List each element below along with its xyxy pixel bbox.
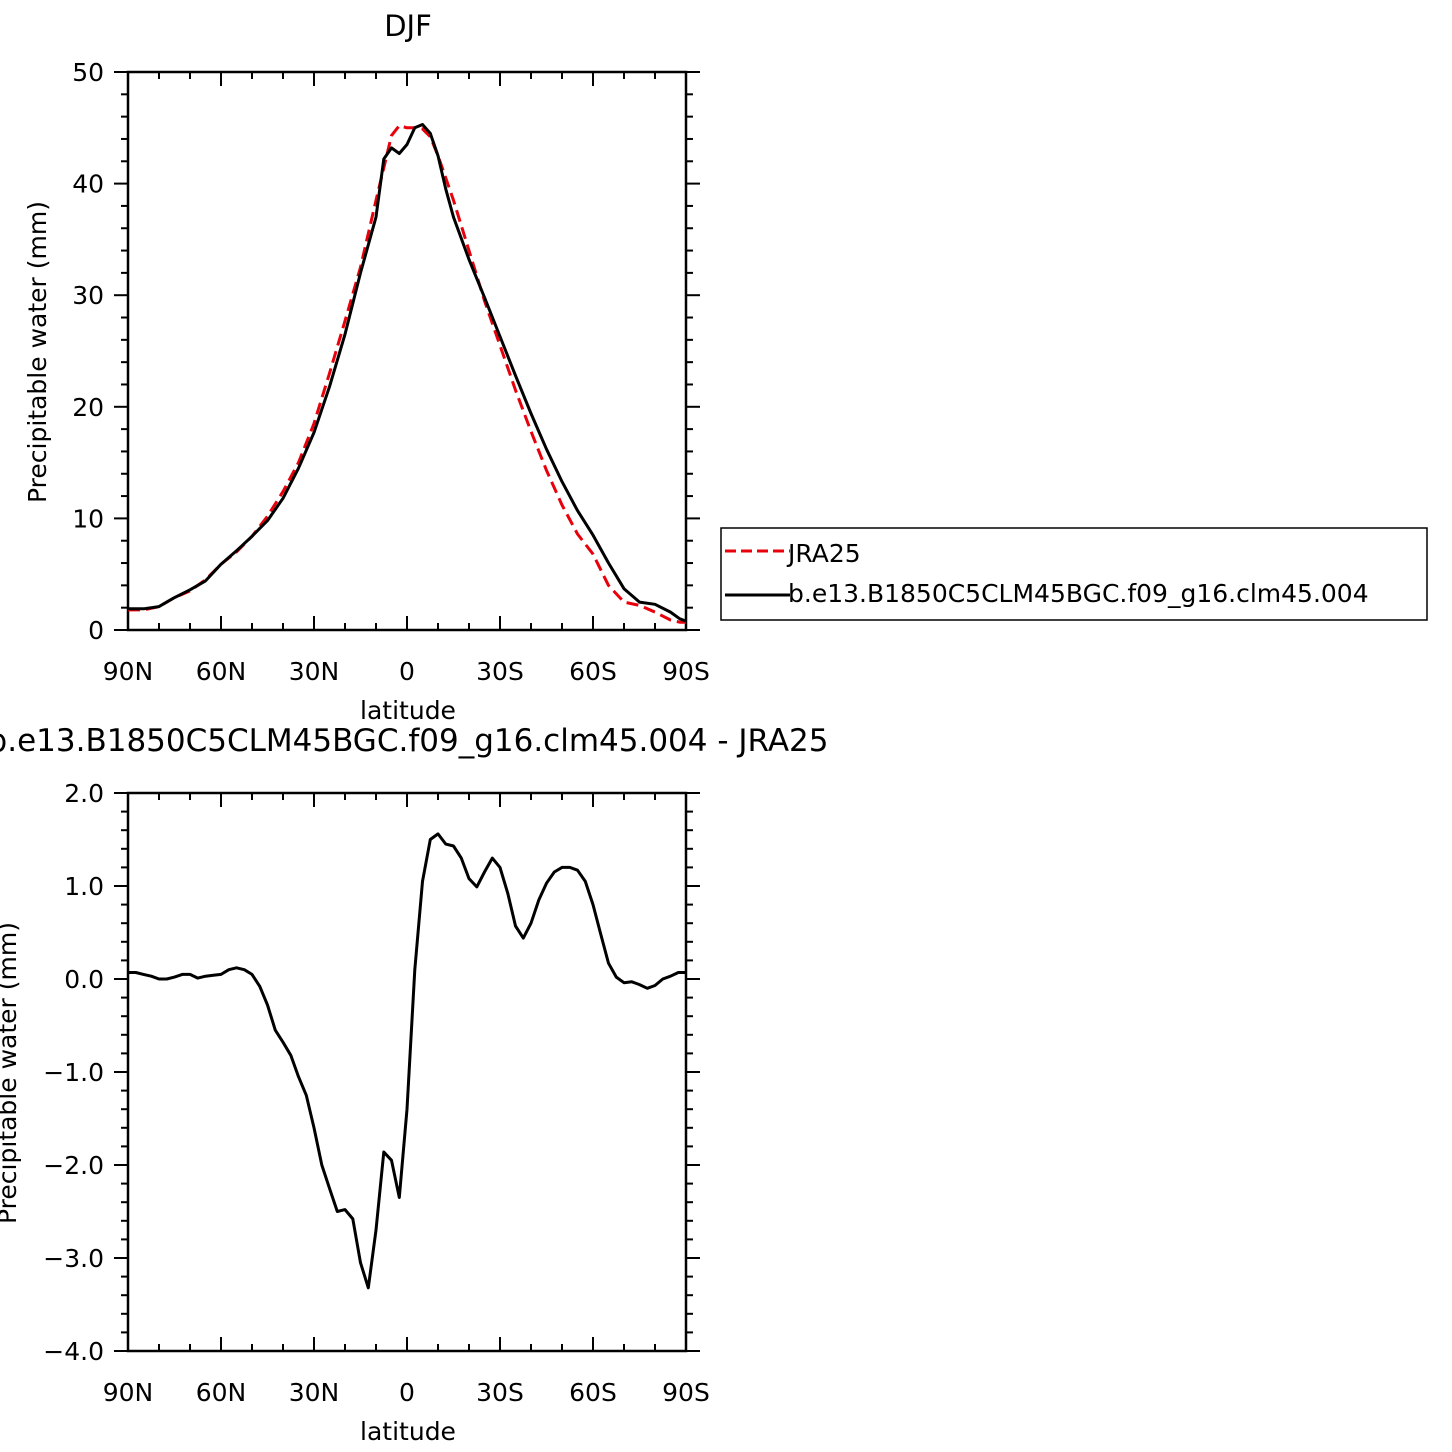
- legend-label-jra25: JRA25: [786, 539, 861, 568]
- legend: JRA25 b.e13.B1850C5CLM45BGC.f09_g16.clm4…: [720, 527, 1428, 621]
- bottom-y-tick-label: −1.0: [43, 1058, 104, 1087]
- bottom-y-tick-label: 0.0: [64, 965, 104, 994]
- top-ticks: [114, 71, 700, 631]
- top-x-axis-label: latitude: [360, 696, 456, 725]
- legend-box: [720, 527, 1428, 621]
- bottom-x-tick-label: 60N: [196, 1378, 247, 1407]
- bottom-x-tick-label: 60S: [569, 1378, 617, 1407]
- top-x-tick-label: 60S: [569, 657, 617, 686]
- bottom-y-tick-label: 2.0: [64, 779, 104, 808]
- top-x-tick-label: 90S: [662, 657, 710, 686]
- bottom-title: b.e13.B1850C5CLM45BGC.f09_g16.clm45.004 …: [0, 723, 828, 759]
- bottom-x-tick-label: 90S: [662, 1378, 710, 1407]
- bottom-x-tick-labels: 90N 60N 30N 0 30S 60S 90S: [103, 1378, 710, 1407]
- top-y-tick-label: 30: [72, 281, 104, 310]
- bottom-x-tick-label: 30N: [289, 1378, 340, 1407]
- top-x-tick-labels: 90N 60N 30N 0 30S 60S 90S: [103, 657, 710, 686]
- bottom-y-tick-labels: −4.0 −3.0 −2.0 −1.0 0.0 1.0 2.0: [43, 779, 104, 1366]
- top-series-line-0: [128, 124, 686, 624]
- bottom-y-tick-label: 1.0: [64, 872, 104, 901]
- top-x-tick-label: 90N: [103, 657, 154, 686]
- bottom-series-line-0: [128, 832, 686, 1290]
- top-series-line-1: [128, 123, 687, 623]
- top-x-tick-label: 60N: [196, 657, 247, 686]
- top-y-tick-labels: 0 10 20 30 40 50: [72, 58, 104, 645]
- bottom-y-axis-label: Precipitable water (mm): [0, 922, 22, 1224]
- bottom-y-tick-label: −3.0: [43, 1244, 104, 1273]
- top-x-tick-label: 0: [399, 657, 415, 686]
- top-y-axis-label: Precipitable water (mm): [23, 201, 52, 503]
- bottom-x-tick-label: 30S: [476, 1378, 524, 1407]
- top-y-tick-label: 20: [72, 393, 104, 422]
- top-y-tick-label: 10: [72, 504, 104, 533]
- top-plot-frame: [126, 70, 688, 632]
- bottom-x-tick-label: 0: [399, 1378, 415, 1407]
- bottom-ticks: [114, 792, 700, 1352]
- top-x-tick-label: 30S: [476, 657, 524, 686]
- bottom-series-layer: [128, 832, 686, 1290]
- bottom-y-tick-label: −4.0: [43, 1337, 104, 1366]
- legend-label-model: b.e13.B1850C5CLM45BGC.f09_g16.clm45.004: [788, 579, 1369, 608]
- bottom-x-tick-label: 90N: [103, 1378, 154, 1407]
- bottom-plot-frame: [126, 791, 688, 1353]
- top-y-tick-label: 0: [88, 616, 104, 645]
- bottom-x-axis-label: latitude: [360, 1417, 456, 1446]
- panel-bottom: b.e13.B1850C5CLM45BGC.f09_g16.clm45.004 …: [0, 723, 828, 1446]
- top-y-tick-label: 50: [72, 58, 104, 87]
- top-title: DJF: [384, 9, 432, 43]
- top-x-tick-label: 30N: [289, 657, 340, 686]
- panel-top: DJF 90N 60N 30N 0 30S 60S 90S 0 10 20 30 40 50 lati…: [23, 9, 710, 725]
- top-y-tick-label: 40: [72, 170, 104, 199]
- bottom-y-tick-label: −2.0: [43, 1151, 104, 1180]
- top-series-layer: [128, 123, 687, 624]
